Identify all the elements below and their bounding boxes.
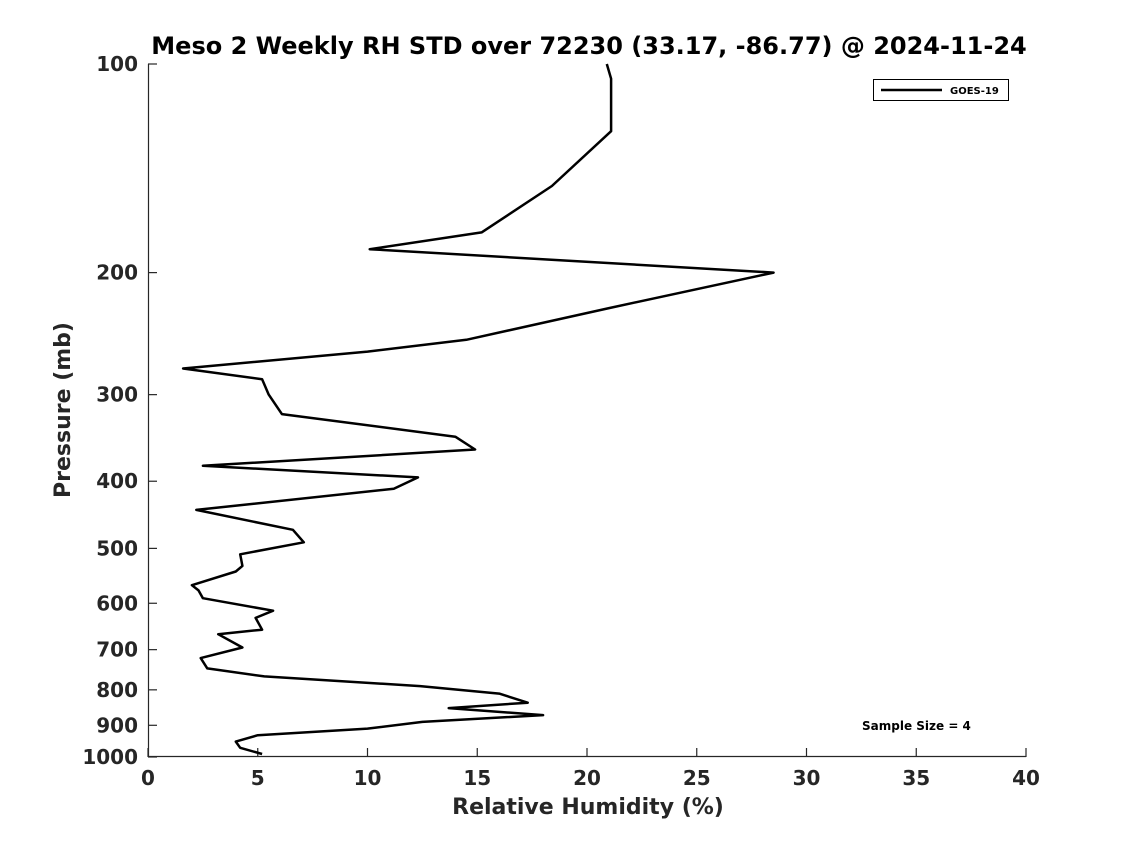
legend: GOES-19 bbox=[873, 79, 1009, 101]
plot-area: 0 5 10 15 20 25 30 35 40 100 200 300 400 500 600 700 80… bbox=[82, 52, 1040, 790]
chart-title: Meso 2 Weekly RH STD over 72230 (33.17, … bbox=[151, 32, 1026, 60]
x-axis-title: Relative Humidity (%) bbox=[452, 795, 724, 820]
y-tick-label: 100 bbox=[96, 52, 138, 76]
x-tick-label: 10 bbox=[354, 766, 382, 790]
x-tick-label: 5 bbox=[251, 766, 265, 790]
y-tick-label: 800 bbox=[96, 678, 138, 702]
series-line-goes-19 bbox=[181, 63, 775, 756]
x-tick-label: 15 bbox=[463, 766, 491, 790]
y-tick-label: 200 bbox=[96, 261, 138, 285]
y-tick-label: 1000 bbox=[82, 745, 138, 769]
y-tick-label: 900 bbox=[96, 713, 138, 737]
legend-label-goes-19: GOES-19 bbox=[950, 86, 999, 97]
y-tick-label: 300 bbox=[96, 383, 138, 407]
y-axis-title: Pressure (mb) bbox=[51, 322, 76, 498]
x-tick-label: 25 bbox=[683, 766, 711, 790]
x-tick-label: 30 bbox=[793, 766, 821, 790]
sample-size-annotation: Sample Size = 4 bbox=[862, 719, 971, 733]
series-layer bbox=[181, 63, 775, 756]
y-tick-label: 500 bbox=[96, 536, 138, 560]
y-axis-ticks: 100 200 300 400 500 600 700 800 900 1000 bbox=[82, 52, 157, 769]
x-tick-label: 0 bbox=[141, 766, 155, 790]
y-tick-label: 400 bbox=[96, 469, 138, 493]
y-tick-label: 600 bbox=[96, 591, 138, 615]
y-tick-label: 700 bbox=[96, 638, 138, 662]
x-tick-label: 35 bbox=[902, 766, 930, 790]
x-axis-ticks: 0 5 10 15 20 25 30 35 40 bbox=[141, 748, 1040, 790]
x-tick-label: 40 bbox=[1012, 766, 1040, 790]
x-tick-label: 20 bbox=[573, 766, 601, 790]
